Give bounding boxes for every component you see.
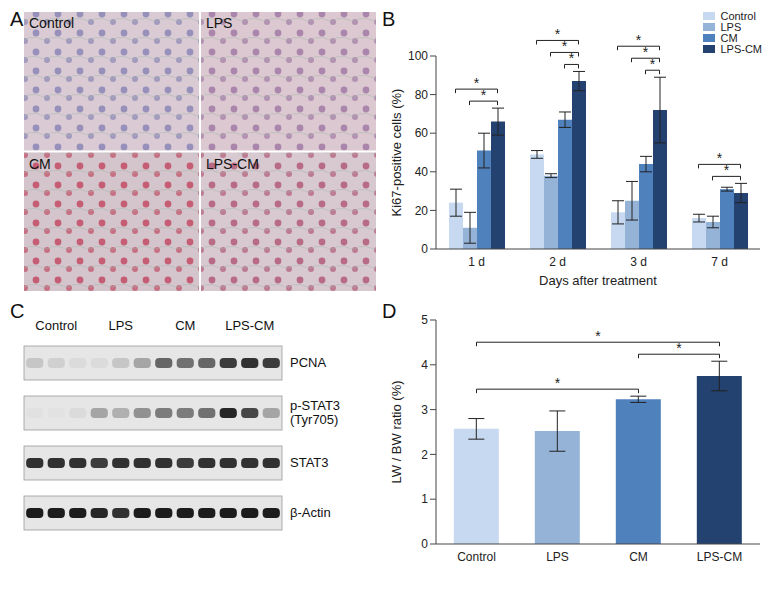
svg-text:LPS-CM: LPS-CM xyxy=(206,156,259,172)
svg-text:Control: Control xyxy=(457,550,496,564)
svg-text:*: * xyxy=(643,44,649,60)
html-text:β-Actin: β-Actin xyxy=(290,505,331,520)
html-text:B: B xyxy=(382,8,396,30)
svg-text:LPS-CM: LPS-CM xyxy=(697,550,742,564)
html-text:CM: CM xyxy=(720,31,738,44)
svg-text:*: * xyxy=(481,87,487,103)
svg-text:*: * xyxy=(555,26,561,42)
svg-text:LPS: LPS xyxy=(108,318,133,333)
svg-text:0: 0 xyxy=(421,537,428,551)
svg-text:1: 1 xyxy=(421,492,428,506)
html-text:PCNA: PCNA xyxy=(290,355,327,370)
svg-text:1 d: 1 d xyxy=(468,255,485,269)
html-text:LPS-CM: LPS-CM xyxy=(720,42,762,55)
svg-text:LPS-CM: LPS-CM xyxy=(225,318,274,333)
svg-text:*: * xyxy=(562,38,568,54)
svg-text:5: 5 xyxy=(421,313,428,327)
svg-text:*: * xyxy=(474,75,480,91)
svg-text:Control: Control xyxy=(29,15,74,31)
html-text:A: A xyxy=(10,8,24,30)
svg-text:2: 2 xyxy=(421,448,428,462)
svg-text:100: 100 xyxy=(408,49,428,63)
svg-text:CM: CM xyxy=(175,318,195,333)
svg-text:3: 3 xyxy=(421,403,428,417)
svg-text:60: 60 xyxy=(415,126,429,140)
html-text:STAT3: STAT3 xyxy=(290,455,329,470)
svg-text:2 d: 2 d xyxy=(549,255,566,269)
svg-text:20: 20 xyxy=(415,204,429,218)
svg-text:*: * xyxy=(650,56,656,72)
svg-text:*: * xyxy=(569,50,575,66)
svg-text:*: * xyxy=(555,375,561,391)
svg-text:80: 80 xyxy=(415,88,429,102)
svg-text:CM: CM xyxy=(29,156,51,172)
svg-text:7 d: 7 d xyxy=(711,255,728,269)
svg-text:4: 4 xyxy=(421,358,428,372)
svg-text:Days after treatment: Days after treatment xyxy=(539,273,657,288)
svg-text:3 d: 3 d xyxy=(630,255,647,269)
svg-text:Control: Control xyxy=(35,318,77,333)
html-text:LPS: LPS xyxy=(720,20,742,33)
svg-text:*: * xyxy=(717,150,723,166)
svg-text:LPS: LPS xyxy=(206,15,232,31)
svg-text:Ki67-positive cells (%): Ki67-positive cells (%) xyxy=(389,89,404,217)
html-text:C: C xyxy=(10,300,25,322)
svg-text:*: * xyxy=(636,32,642,48)
svg-text:LW / BW ratio (%): LW / BW ratio (%) xyxy=(389,380,404,483)
svg-text:LPS: LPS xyxy=(546,550,569,564)
html-text:D: D xyxy=(382,300,397,322)
svg-text:*: * xyxy=(676,340,682,356)
html-text:p-STAT3 (Tyr705): p-STAT3 (Tyr705) xyxy=(290,398,341,427)
html-text:Control: Control xyxy=(720,9,756,22)
svg-text:*: * xyxy=(724,162,730,178)
svg-text:*: * xyxy=(595,328,601,344)
svg-text:40: 40 xyxy=(415,165,429,179)
svg-text:0: 0 xyxy=(421,242,428,256)
svg-text:CM: CM xyxy=(629,550,648,564)
